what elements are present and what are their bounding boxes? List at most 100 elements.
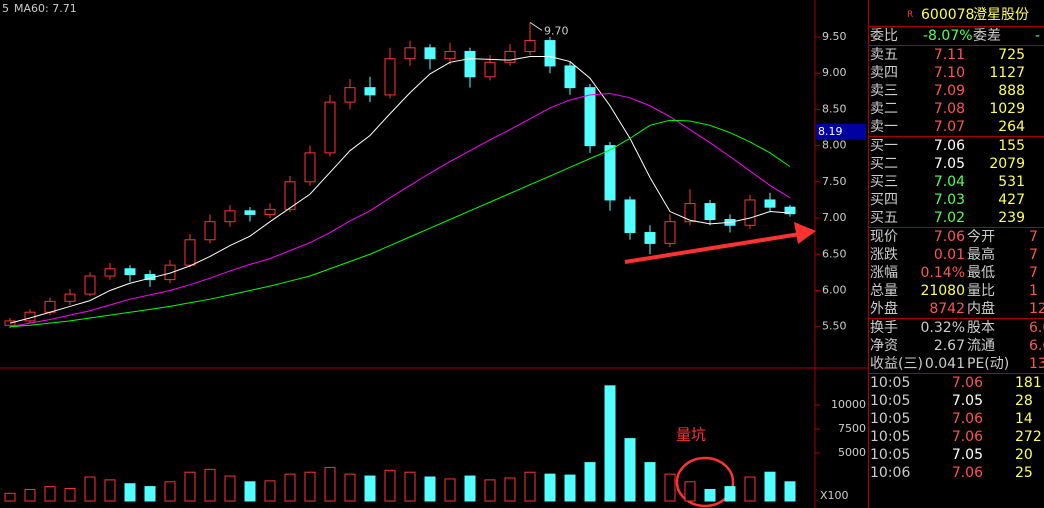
- label: 卖一: [870, 119, 898, 135]
- volume-bar: [64, 488, 76, 502]
- price: 7.09: [933, 83, 965, 99]
- volume-bar: [664, 473, 676, 502]
- volume-unit: X100: [820, 489, 849, 502]
- label: 流通: [967, 338, 995, 354]
- value: 7: [1029, 247, 1038, 263]
- label: 买三: [870, 174, 898, 190]
- label: 换手: [870, 320, 898, 336]
- label: 最高: [967, 247, 995, 263]
- volume-bar: [584, 462, 596, 502]
- label: 委差: [973, 28, 1001, 44]
- label: 总量: [870, 283, 898, 299]
- price: 7.03: [933, 192, 965, 208]
- value: 1: [1029, 283, 1038, 299]
- size: 181: [1015, 375, 1042, 391]
- label: 买二: [870, 156, 898, 172]
- volume-bar: [84, 476, 96, 502]
- price: 7.06: [951, 429, 983, 445]
- size: 888: [998, 83, 1025, 99]
- volume-bar: [684, 481, 696, 502]
- tick-row: 10:05 7.05 28: [869, 392, 1044, 410]
- label: 净资: [870, 338, 898, 354]
- price: 7.06: [933, 138, 965, 154]
- price: 7.07: [933, 119, 965, 135]
- y-tick-label: 9.00: [822, 66, 847, 79]
- volume-bar: [464, 475, 476, 502]
- flag: R: [907, 10, 914, 20]
- size: 28: [1015, 393, 1033, 409]
- book-row: 买一 7.06 155: [869, 136, 1044, 155]
- candle-body: [104, 268, 116, 277]
- book-row: 卖一 7.07 264: [869, 118, 1044, 136]
- candle-body: [124, 268, 136, 276]
- volume-bar: [224, 475, 236, 502]
- value: 13: [1029, 356, 1044, 372]
- value: 7: [1029, 265, 1038, 281]
- candle-body: [704, 203, 716, 220]
- price: 7.05: [951, 393, 983, 409]
- candle-body: [404, 47, 416, 60]
- book-row: 买三 7.04 531: [869, 173, 1044, 191]
- y-tick-label: 6.50: [822, 247, 847, 260]
- peak-label: 9.70: [544, 24, 569, 37]
- label: 卖三: [870, 83, 898, 99]
- value: 7.06: [933, 229, 965, 245]
- time: 10:05: [870, 375, 911, 391]
- volume-bar: [704, 488, 716, 502]
- volume-bar: [724, 486, 736, 502]
- candle-body: [644, 232, 656, 244]
- label: 卖四: [870, 65, 898, 81]
- value: 6.63: [1029, 320, 1044, 336]
- stat-row: 换手 0.32%股本 6.63: [869, 318, 1044, 337]
- candle-body: [784, 206, 796, 215]
- price: 7.06: [951, 375, 983, 391]
- volume-bar: [124, 483, 136, 502]
- size: 531: [998, 174, 1025, 190]
- header-left: 5: [2, 2, 9, 15]
- size: 725: [998, 47, 1025, 63]
- y-tick-label: 7.00: [822, 211, 847, 224]
- highlight-circle: [675, 456, 735, 508]
- label: 现价: [870, 229, 898, 245]
- stat-row: 总量 21080 量比 1: [869, 282, 1044, 300]
- volume-bar: [644, 462, 656, 502]
- peak-marker: [529, 22, 543, 31]
- ma-line: [9, 56, 791, 324]
- cursor-price: 8.19: [818, 125, 843, 138]
- candle-body: [744, 199, 756, 226]
- volume-bar: [104, 479, 116, 502]
- volume-bar: [4, 492, 16, 502]
- book-row: 买二 7.05 2079: [869, 155, 1044, 173]
- volume-bar: [424, 476, 436, 502]
- volume-bar: [344, 473, 356, 502]
- volume-bar: [444, 478, 456, 502]
- book-row: 买五 7.02 239: [869, 209, 1044, 227]
- volume-bar: [264, 480, 276, 502]
- candle-body: [184, 239, 196, 266]
- volume-bar: [564, 474, 576, 502]
- size: 427: [998, 192, 1025, 208]
- volume-bar: [524, 471, 536, 502]
- volume-bar: [764, 471, 776, 502]
- book-row: 卖三 7.09 888: [869, 82, 1044, 100]
- price: 7.06: [951, 411, 983, 427]
- candle-body: [444, 50, 456, 60]
- value: 7: [1029, 229, 1038, 245]
- tick-row: 10:05 7.06 14: [869, 410, 1044, 428]
- value: 6.63: [1029, 338, 1044, 354]
- label: 涨跌: [870, 247, 898, 263]
- value: -8.07%: [923, 28, 973, 44]
- candle-body: [324, 101, 336, 154]
- price: 7.05: [933, 156, 965, 172]
- candle-body: [584, 87, 596, 147]
- candle-body: [604, 145, 616, 201]
- volume-bar: [404, 471, 416, 502]
- ma-label: MA60: 7.71: [14, 2, 77, 15]
- volume-bar: [244, 481, 256, 502]
- book-row: 卖五 7.11 725: [869, 45, 1044, 64]
- volume-bar: [544, 473, 556, 502]
- label: 外盘: [870, 301, 898, 317]
- quote-panel: R 600078 澄星股份 委比 -8.07% 委差 - 卖五 7.11 725 卖四 7.10 112…: [868, 0, 1044, 508]
